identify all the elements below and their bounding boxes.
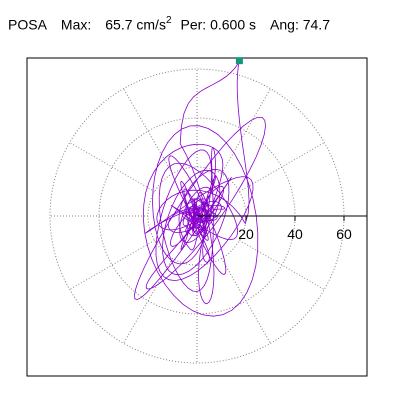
max-unit-exponent: 2 — [165, 15, 172, 26]
period-value: 0.600 s — [210, 16, 257, 33]
max-label: Max: — [60, 16, 92, 33]
grid-spoke-150 — [69, 142, 155, 192]
trace-line — [133, 60, 266, 317]
grid-spoke-210 — [69, 240, 155, 290]
grid-spoke-30 — [239, 142, 325, 192]
max-unit: cm/s — [136, 16, 166, 33]
grid-spoke-60 — [221, 88, 271, 174]
x-tick-label-40: 40 — [287, 226, 303, 242]
grid-spoke-120 — [123, 88, 173, 174]
grid-spoke-240 — [123, 258, 173, 344]
x-axis: 20 40 60 — [197, 215, 367, 242]
x-tick-label-20: 20 — [238, 226, 254, 242]
angle-label: Ang: — [270, 16, 299, 33]
max-marker-layer — [235, 57, 243, 65]
x-tick-label-60: 60 — [336, 226, 352, 242]
max-point-marker — [235, 57, 243, 65]
response-trace — [133, 60, 266, 317]
angle-value: 74.7 — [302, 16, 330, 33]
response-header: POSA Max: 65.7 cm/s2 Per: 0.600 s Ang: 74.7 — [8, 15, 330, 33]
period-label: Per: — [180, 16, 207, 33]
grid-spoke-300 — [221, 258, 271, 344]
station-code: POSA — [8, 16, 47, 33]
grid-spoke-330 — [239, 240, 325, 290]
max-value: 65.7 — [105, 16, 133, 33]
